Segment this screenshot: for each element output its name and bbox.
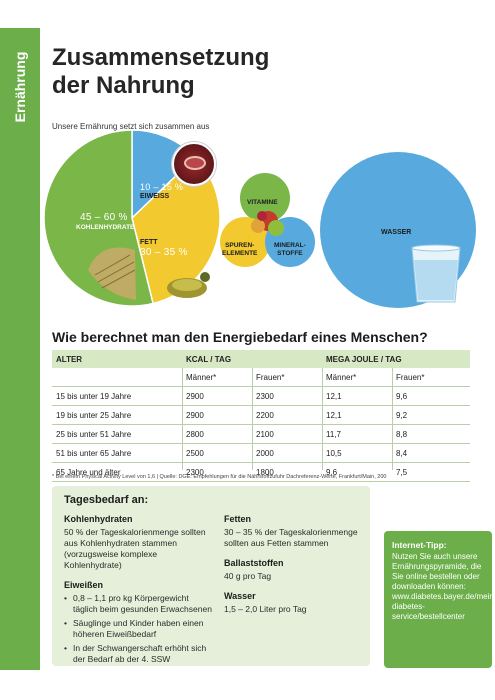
cell-alter: 25 bis unter 51 Jahre (56, 430, 132, 439)
fruits-photo (251, 211, 284, 236)
cell-mj-maenner: 11,7 (326, 430, 341, 439)
eiweiss-bullet-2: Säuglinge und Kinder haben einen höheren… (64, 618, 214, 640)
table-row: 15 bis unter 19 Jahre 2900 2300 12,1 9,6 (52, 387, 470, 406)
cell-mj-frauen: 9,6 (396, 392, 408, 401)
water-glass-image (411, 244, 461, 303)
col-header-alter: ALTER (56, 355, 83, 364)
olive-oil-image (167, 272, 210, 298)
subheader-kcal-maenner: Männer* (186, 373, 217, 382)
label-fett: FETT 30 – 35 % (140, 239, 188, 258)
wasser-text: 1,5 – 2,0 Liter pro Tag (224, 604, 307, 614)
nutrition-pie-svg (43, 130, 476, 308)
eiweiss-heading: Eiweißen (64, 580, 104, 590)
cell-alter: 15 bis unter 19 Jahre (56, 392, 132, 401)
label-wasser: WASSER (381, 229, 412, 236)
internet-tip-box: Internet-Tipp: Nutzen Sie auch unsere Er… (384, 531, 495, 668)
nutrition-diagram: 45 – 60 % KOHLENHYDRATE 10 – 15 % EIWEIS… (40, 130, 495, 310)
subheader-mj-frauen: Frauen* (396, 373, 425, 382)
cell-mj-frauen: 7,5 (396, 468, 408, 477)
fett-heading: Fetten (224, 514, 251, 524)
table-header-row: ALTER KCAL / TAG MEGA JOULE / TAG (52, 350, 470, 368)
table-divider (322, 368, 323, 470)
table-divider (182, 368, 183, 470)
subheader-kcal-frauen: Frauen* (256, 373, 285, 382)
col-header-kcal: KCAL / TAG (186, 355, 232, 364)
cell-mj-maenner: 12,1 (326, 392, 342, 401)
box-title: Tagesbedarf an: (64, 494, 149, 506)
ballaststoffe-text: 40 g pro Tag (224, 571, 272, 581)
table-row: 51 bis unter 65 Jahre 2500 2000 10,5 8,4 (52, 444, 470, 463)
energy-table: ALTER KCAL / TAG MEGA JOULE / TAG Männer… (52, 350, 470, 482)
label-spurenelemente: SPUREN- ELEMENTE (222, 242, 258, 257)
cell-mj-frauen: 9,2 (396, 411, 408, 420)
label-kohlenhydrate: 45 – 60 % KOHLENHYDRATE (76, 212, 135, 232)
wasser-heading: Wasser (224, 591, 256, 601)
kh-heading: Kohlenhydraten (64, 514, 133, 524)
cell-kcal-maenner: 2500 (186, 449, 204, 458)
table-row: 65 Jahre und älter 2300 1800 9,6 7,5 (52, 463, 470, 482)
label-eiweiss: 10 – 15 % EIWEISS (140, 182, 184, 200)
fett-text: 30 – 35 % der Tageskalorienmenge sollten… (224, 527, 358, 548)
table-row: 19 bis unter 25 Jahre 2900 2200 12,1 9,2 (52, 406, 470, 425)
daily-needs-box: Tagesbedarf an: Kohlenhydraten 50 % der … (52, 486, 370, 666)
cell-mj-maenner: 12,1 (326, 411, 342, 420)
subheader-mj-maenner: Männer* (326, 373, 357, 382)
cell-mj-frauen: 8,8 (396, 430, 408, 439)
wheat-image (88, 247, 136, 300)
page-subtitle: Unsere Ernährung setzt sich zusammen aus (52, 122, 210, 131)
cell-kcal-frauen: 2000 (256, 449, 274, 458)
kh-text: 50 % der Tageskalorienmenge sollten aus … (64, 527, 206, 570)
internet-tip-title: Internet-Tipp: (392, 540, 447, 550)
eiweiss-bullet-1: 0,8 – 1,1 pro kg Körpergewicht täglich b… (64, 593, 214, 615)
cell-kcal-frauen: 2300 (256, 392, 274, 401)
cell-mj-maenner: 10,5 (326, 449, 342, 458)
side-tab-label: Ernährung (12, 51, 28, 123)
cell-kcal-frauen: 1800 (256, 468, 274, 477)
daily-needs-right-column: Fetten 30 – 35 % der Tageskalorienmenge … (224, 514, 364, 624)
eiweiss-bullet-3: In der Schwangerschaft erhöht sich der B… (64, 643, 214, 665)
label-vitamine: VITAMINE (247, 199, 278, 206)
meat-image (172, 142, 216, 186)
cell-kcal-frauen: 2200 (256, 411, 274, 420)
cell-alter: 65 Jahre und älter (56, 468, 121, 477)
cell-mj-maenner: 9,6 (326, 468, 338, 477)
cell-alter: 51 bis unter 65 Jahre (56, 449, 132, 458)
ballaststoffe-heading: Ballaststoffen (224, 558, 284, 568)
table-row: 25 bis unter 51 Jahre 2800 2100 11,7 8,8 (52, 425, 470, 444)
table-footnote: * Bei einem Physical Activity Level von … (52, 474, 387, 480)
cell-kcal-maenner: 2800 (186, 430, 204, 439)
cell-kcal-maenner: 2900 (186, 392, 204, 401)
daily-needs-left-column: Kohlenhydraten 50 % der Tageskalorienmen… (64, 514, 214, 674)
page-title: Zusammensetzung der Nahrung (52, 44, 270, 99)
table-subheader-row: Männer* Frauen* Männer* Frauen* (52, 368, 470, 387)
cell-kcal-maenner: 2300 (186, 468, 204, 477)
cell-kcal-maenner: 2900 (186, 411, 204, 420)
label-mineralstoffe: MINERAL- STOFFE (274, 242, 306, 257)
table-divider (252, 368, 253, 470)
internet-tip-text: Nutzen Sie auch unsere Ernährungspyramid… (392, 552, 495, 621)
table-divider (392, 368, 393, 470)
energy-question-heading: Wie berechnet man den Energiebedarf eine… (52, 329, 428, 345)
cell-mj-frauen: 8,4 (396, 449, 408, 458)
cell-kcal-frauen: 2100 (256, 430, 274, 439)
col-header-mj: MEGA JOULE / TAG (326, 355, 402, 364)
side-tab (0, 28, 40, 670)
circle-vitamine (240, 173, 290, 223)
cell-alter: 19 bis unter 25 Jahre (56, 411, 132, 420)
